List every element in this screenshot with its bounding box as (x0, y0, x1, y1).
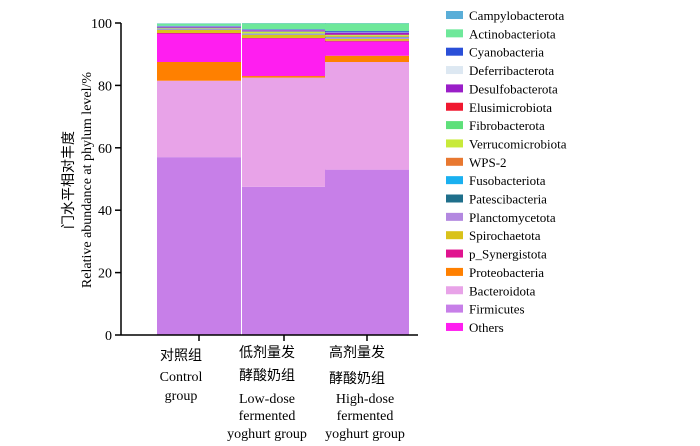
bar-segment-desulfobacterota-2 (242, 30, 326, 32)
legend-swatch-p-synergistota (446, 249, 463, 258)
bar-segment-planctomycetota-1 (157, 29, 241, 30)
bar-segment-spirochaetota-1 (157, 29, 241, 33)
y-tick-label-60: 60 (98, 142, 112, 157)
legend-label-patescibacteria: Patescibacteria (469, 192, 547, 207)
y-tick-label-0: 0 (105, 329, 112, 344)
legend-swatch-proteobacteria (446, 267, 463, 276)
bar-segment-firmicutes-1 (157, 157, 241, 335)
bar-segment-p-synergistota-3 (325, 40, 409, 42)
category-label-en-3-line-1: High-dose (336, 392, 394, 407)
bar-segment-cyanobacteria-3 (325, 31, 409, 33)
legend-label-p-synergistota: p_Synergistota (469, 247, 547, 262)
legend-swatch-fusobacteriota (446, 176, 463, 185)
legend-label-elusimicrobiota: Elusimicrobiota (469, 100, 552, 115)
bar-segment-desulfobacterota-3 (325, 32, 409, 35)
bar-segment-firmicutes-2 (242, 186, 326, 335)
bar-segment-p-synergistota-1 (157, 32, 241, 34)
legend-label-fibrobacterota: Fibrobacterota (469, 118, 545, 133)
legend-swatch-patescibacteria (446, 194, 463, 203)
category-label-en-3-line-3: yoghurt group (325, 427, 405, 442)
legend-swatch-bacteroidota (446, 286, 463, 295)
legend-swatch-deferribacterota (446, 66, 463, 75)
bar-segment-proteobacteria-2 (242, 76, 326, 78)
category-label-cn-2-line-1: 低剂量发 (239, 345, 295, 361)
legend-label-campylobacterota: Campylobacterota (469, 8, 565, 23)
category-label-cn-2-line-2: 酵酸奶组 (239, 368, 295, 384)
category-label-en-1-line-2: group (165, 389, 198, 404)
legend-label-spirochaetota: Spirochaetota (469, 228, 541, 243)
bar-segment-spirochaetota-3 (325, 38, 409, 41)
bar-segment-cyanobacteria-1 (157, 25, 241, 27)
legend-label-proteobacteria: Proteobacteria (469, 265, 544, 280)
bar-segment-others-1 (157, 33, 241, 62)
bar-segment-planctomycetota-3 (325, 37, 409, 39)
bars-group (157, 23, 409, 335)
y-axis-title-group: 门水平相对丰度 Relative abundance at phylum lev… (61, 72, 95, 288)
y-tick-label-100: 100 (91, 17, 112, 32)
legend-swatch-fibrobacterota (446, 121, 463, 130)
bar-segment-spirochaetota-2 (242, 34, 326, 38)
legend-swatch-desulfobacterota (446, 84, 463, 93)
legend-swatch-elusimicrobiota (446, 102, 463, 111)
legend-swatch-spirochaetota (446, 231, 463, 240)
bar-segment-actinobacteriota-1 (157, 23, 241, 26)
category-label-en-3-line-2: fermented (337, 409, 394, 424)
bar-segment-desulfobacterota-1 (157, 26, 241, 28)
legend-label-others: Others (469, 320, 504, 335)
legend: Campylobacterota Actinobacteriota Cyanobac… (446, 8, 567, 335)
bar-segment-bacteroidota-2 (242, 77, 326, 187)
legend-label-wps-2: WPS-2 (469, 155, 507, 170)
category-label-en-2-line-2: fermented (239, 409, 296, 424)
legend-swatch-others (446, 322, 463, 331)
legend-label-actinobacteriota: Actinobacteriota (469, 26, 556, 41)
legend-swatch-firmicutes (446, 304, 463, 313)
legend-swatch-cyanobacteria (446, 47, 463, 56)
bar-segment-others-2 (242, 38, 326, 77)
legend-swatch-wps-2 (446, 157, 463, 166)
y-tick-label-40: 40 (98, 204, 112, 219)
legend-swatch-campylobacterota (446, 11, 463, 19)
legend-label-desulfobacterota: Desulfobacterota (469, 81, 558, 96)
bar-segment-bacteroidota-3 (325, 62, 409, 170)
bar-segment-p-synergistota-2 (242, 37, 326, 39)
bar-segment-cyanobacteria-2 (242, 29, 326, 30)
y-tick-label-20: 20 (98, 267, 112, 282)
y-axis-title-english: Relative abundance at phylum level/% (80, 72, 95, 288)
category-label-cn-3-line-1: 高剂量发 (329, 344, 385, 361)
y-tick-label-80: 80 (98, 79, 112, 94)
bar-segment-bacteroidota-1 (157, 80, 241, 158)
bar-segment-proteobacteria-3 (325, 55, 409, 62)
bar-segment-wps-2-3 (325, 36, 409, 38)
category-label-en-1-line-1: Control (160, 370, 203, 385)
legend-label-planctomycetota: Planctomycetota (469, 210, 556, 225)
bar-segment-verrucomicrobiota-2 (242, 31, 326, 34)
axes-group: 0 20 40 60 80 100 (91, 17, 418, 344)
bar-segment-verrucomicrobiota-3 (325, 35, 409, 37)
legend-label-deferribacterota: Deferribacterota (469, 63, 554, 78)
bar-segment-actinobacteriota-2 (242, 23, 326, 30)
legend-label-cyanobacteria: Cyanobacteria (469, 45, 544, 60)
bar-segment-others-3 (325, 41, 409, 56)
y-axis-title-chinese: 门水平相对丰度 (61, 131, 77, 229)
category-label-cn-1-line-1: 对照组 (160, 348, 202, 364)
category-label-cn-3-line-2: 酵酸奶组 (329, 371, 385, 387)
category-label-en-2-line-3: yoghurt group (227, 427, 307, 442)
legend-label-firmicutes: Firmicutes (469, 302, 525, 317)
legend-label-verrucomicrobiota: Verrucomicrobiota (469, 136, 567, 151)
bar-segment-proteobacteria-1 (157, 62, 241, 81)
bar-segment-planctomycetota-2 (242, 34, 326, 35)
category-label-en-2-line-1: Low-dose (239, 392, 295, 407)
legend-swatch-planctomycetota (446, 212, 463, 221)
legend-swatch-verrucomicrobiota (446, 139, 463, 148)
legend-label-bacteroidota: Bacteroidota (469, 283, 536, 298)
bar-segment-actinobacteriota-3 (325, 23, 409, 32)
legend-label-fusobacteriota: Fusobacteriota (469, 173, 546, 188)
bar-segment-firmicutes-3 (325, 169, 409, 335)
legend-swatch-actinobacteriota (446, 29, 463, 38)
